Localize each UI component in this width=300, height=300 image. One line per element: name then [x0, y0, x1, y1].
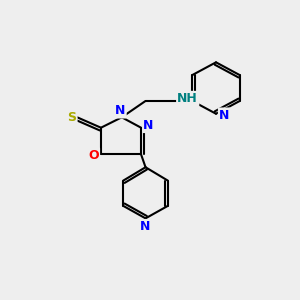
Text: N: N	[219, 109, 230, 122]
Text: N: N	[140, 220, 151, 233]
Text: N: N	[115, 104, 125, 117]
Text: N: N	[143, 119, 154, 132]
Text: S: S	[67, 111, 76, 124]
Text: O: O	[88, 148, 99, 162]
Text: NH: NH	[177, 92, 198, 105]
